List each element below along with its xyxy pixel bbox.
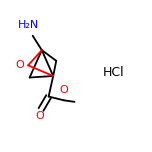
Text: O: O bbox=[35, 111, 44, 121]
Text: O: O bbox=[59, 85, 68, 95]
Text: H₂N: H₂N bbox=[17, 20, 39, 30]
Text: O: O bbox=[16, 60, 24, 70]
Text: HCl: HCl bbox=[103, 66, 125, 79]
